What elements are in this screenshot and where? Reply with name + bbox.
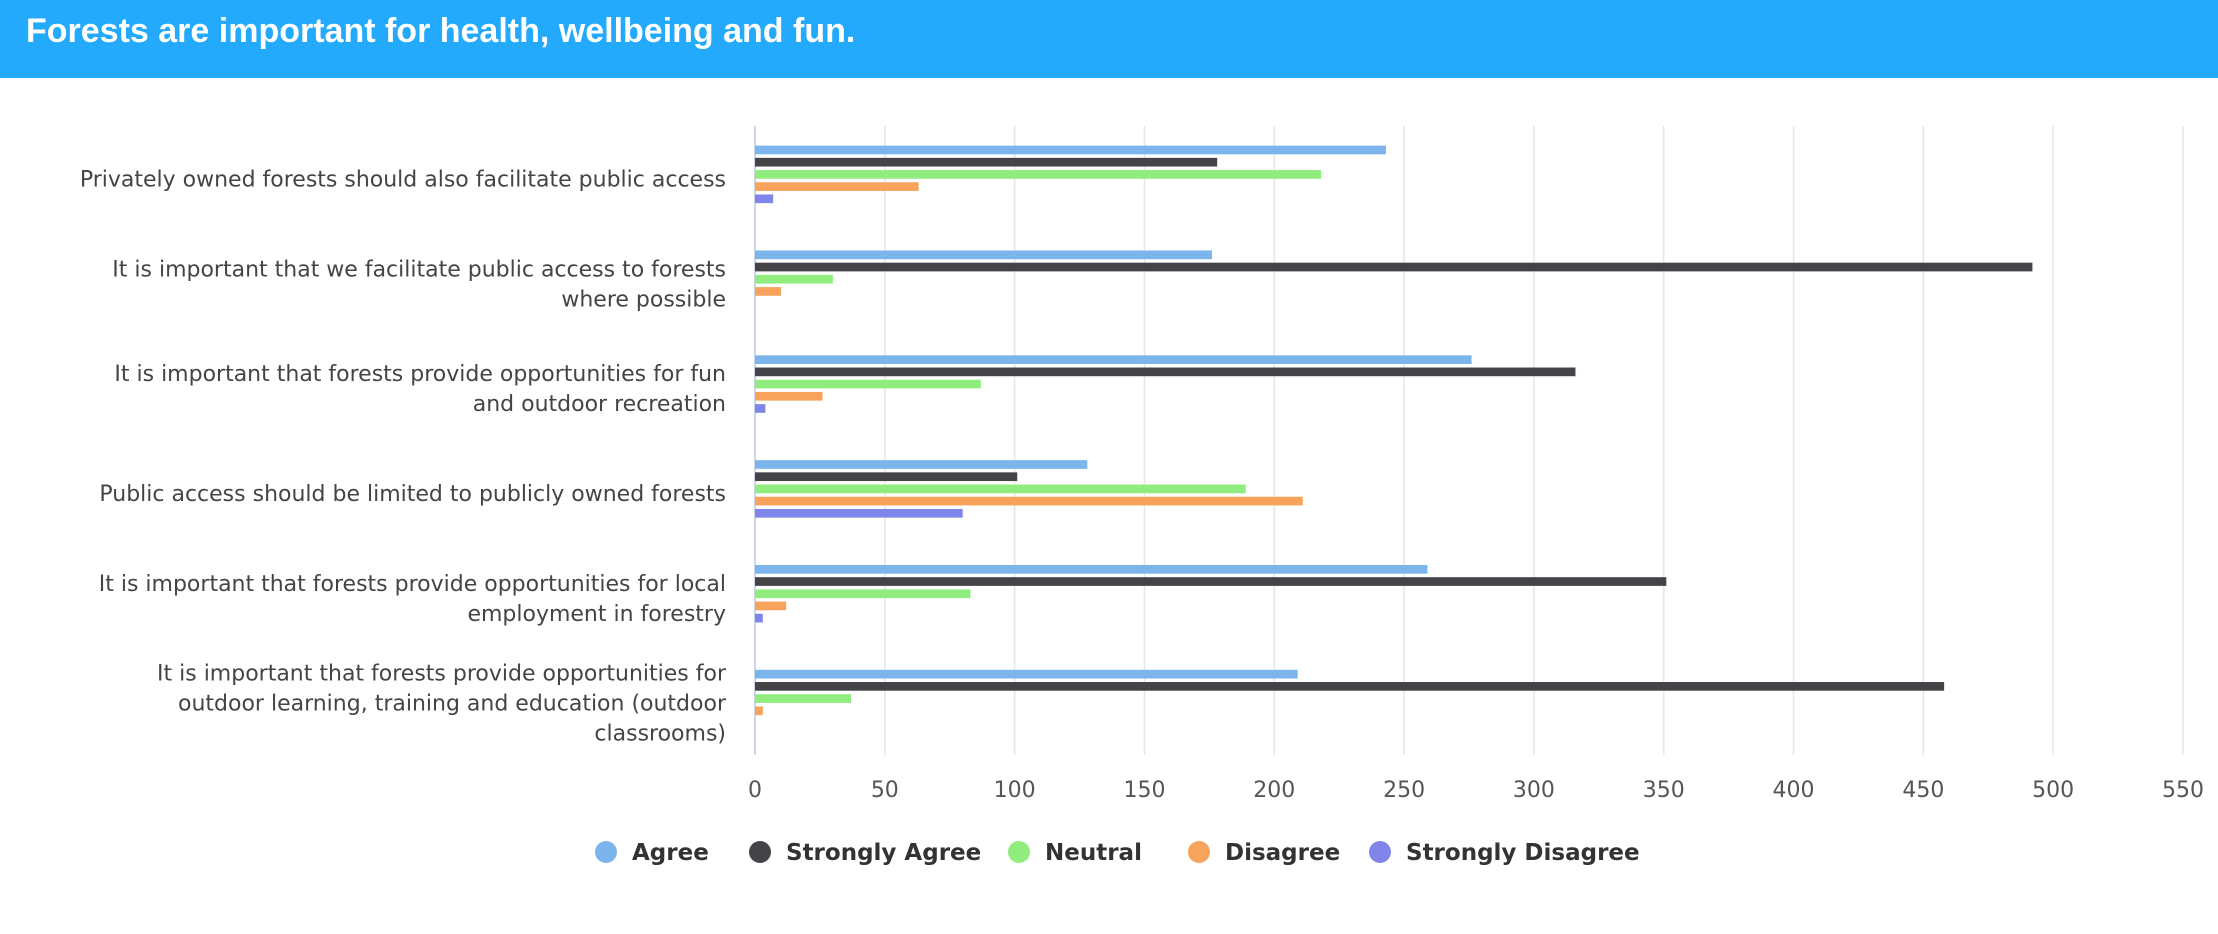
- category-label: and outdoor recreation: [473, 392, 726, 417]
- x-tick-label: 200: [1253, 778, 1295, 803]
- x-tick-label: 50: [871, 778, 899, 803]
- bar-agree: [755, 669, 1298, 679]
- header-bar: Forests are important for health, wellbe…: [0, 0, 2218, 78]
- x-tick-label: 400: [1773, 778, 1815, 803]
- x-tick-label: 250: [1383, 778, 1425, 803]
- bar-strongly-agree: [755, 262, 2033, 272]
- bar-disagree: [755, 391, 823, 401]
- category-label: Public access should be limited to publi…: [99, 482, 726, 507]
- bar-strongly-disagree: [755, 194, 774, 204]
- bar-strongly-agree: [755, 157, 1218, 167]
- legend-marker: [1188, 841, 1210, 863]
- legend-label: Strongly Agree: [786, 840, 981, 866]
- category-label: It is important that forests provide opp…: [99, 572, 726, 597]
- x-tick-label: 0: [748, 778, 762, 803]
- legend-marker: [1369, 841, 1391, 863]
- bar-strongly-disagree: [755, 613, 763, 623]
- legend-marker: [749, 841, 771, 863]
- legend-label: Agree: [632, 840, 709, 866]
- bar-agree: [755, 460, 1088, 469]
- category-label: It is important that forests provide opp…: [157, 662, 727, 687]
- bar-disagree: [755, 496, 1303, 506]
- x-tick-label: 100: [994, 778, 1036, 803]
- category-label: where possible: [561, 287, 726, 312]
- category-label: classrooms): [594, 722, 726, 747]
- bar-disagree: [755, 287, 781, 296]
- legend-marker: [595, 841, 617, 863]
- bar-disagree: [755, 706, 763, 716]
- bar-neutral: [755, 274, 833, 284]
- legend-item-neutral[interactable]: Neutral: [1008, 840, 1142, 866]
- x-tick-label: 150: [1123, 778, 1165, 803]
- bar-strongly-disagree: [755, 508, 963, 518]
- legend-item-agree[interactable]: Agree: [595, 840, 709, 866]
- category-label: outdoor learning, training and education…: [178, 692, 727, 717]
- legend-label: Strongly Disagree: [1406, 840, 1640, 866]
- bar-agree: [755, 355, 1472, 365]
- bar-strongly-agree: [755, 472, 1018, 482]
- bar-agree: [755, 564, 1428, 574]
- bar-strongly-agree: [755, 682, 1945, 691]
- x-tick-label: 450: [1902, 778, 1944, 803]
- bar-strongly-agree: [755, 577, 1667, 586]
- category-label: Privately owned forests should also faci…: [80, 167, 726, 192]
- x-tick-label: 500: [2032, 778, 2074, 803]
- x-tick-label: 350: [1643, 778, 1685, 803]
- bar-strongly-disagree: [755, 404, 766, 413]
- bar-neutral: [755, 379, 981, 389]
- legend-item-strongly-disagree[interactable]: Strongly Disagree: [1369, 840, 1640, 866]
- bar-neutral: [755, 170, 1322, 179]
- legend-item-disagree[interactable]: Disagree: [1188, 840, 1340, 866]
- legend-marker: [1008, 841, 1030, 863]
- bar-agree: [755, 145, 1386, 155]
- bar-neutral: [755, 484, 1246, 494]
- bar-neutral: [755, 589, 971, 599]
- bar-neutral: [755, 694, 852, 703]
- x-tick-label: 300: [1513, 778, 1555, 803]
- bar-strongly-agree: [755, 367, 1576, 377]
- legend-label: Disagree: [1225, 840, 1340, 866]
- category-label: It is important that forests provide opp…: [114, 362, 726, 387]
- x-tick-label: 550: [2162, 778, 2204, 803]
- bar-disagree: [755, 601, 787, 611]
- bar-agree: [755, 250, 1212, 260]
- category-label: It is important that we facilitate publi…: [112, 257, 726, 282]
- page-title: Forests are important for health, wellbe…: [26, 12, 856, 50]
- category-label: employment in forestry: [467, 602, 726, 627]
- bar-disagree: [755, 182, 919, 191]
- legend-label: Neutral: [1045, 840, 1142, 866]
- legend-item-strongly-agree[interactable]: Strongly Agree: [749, 840, 981, 866]
